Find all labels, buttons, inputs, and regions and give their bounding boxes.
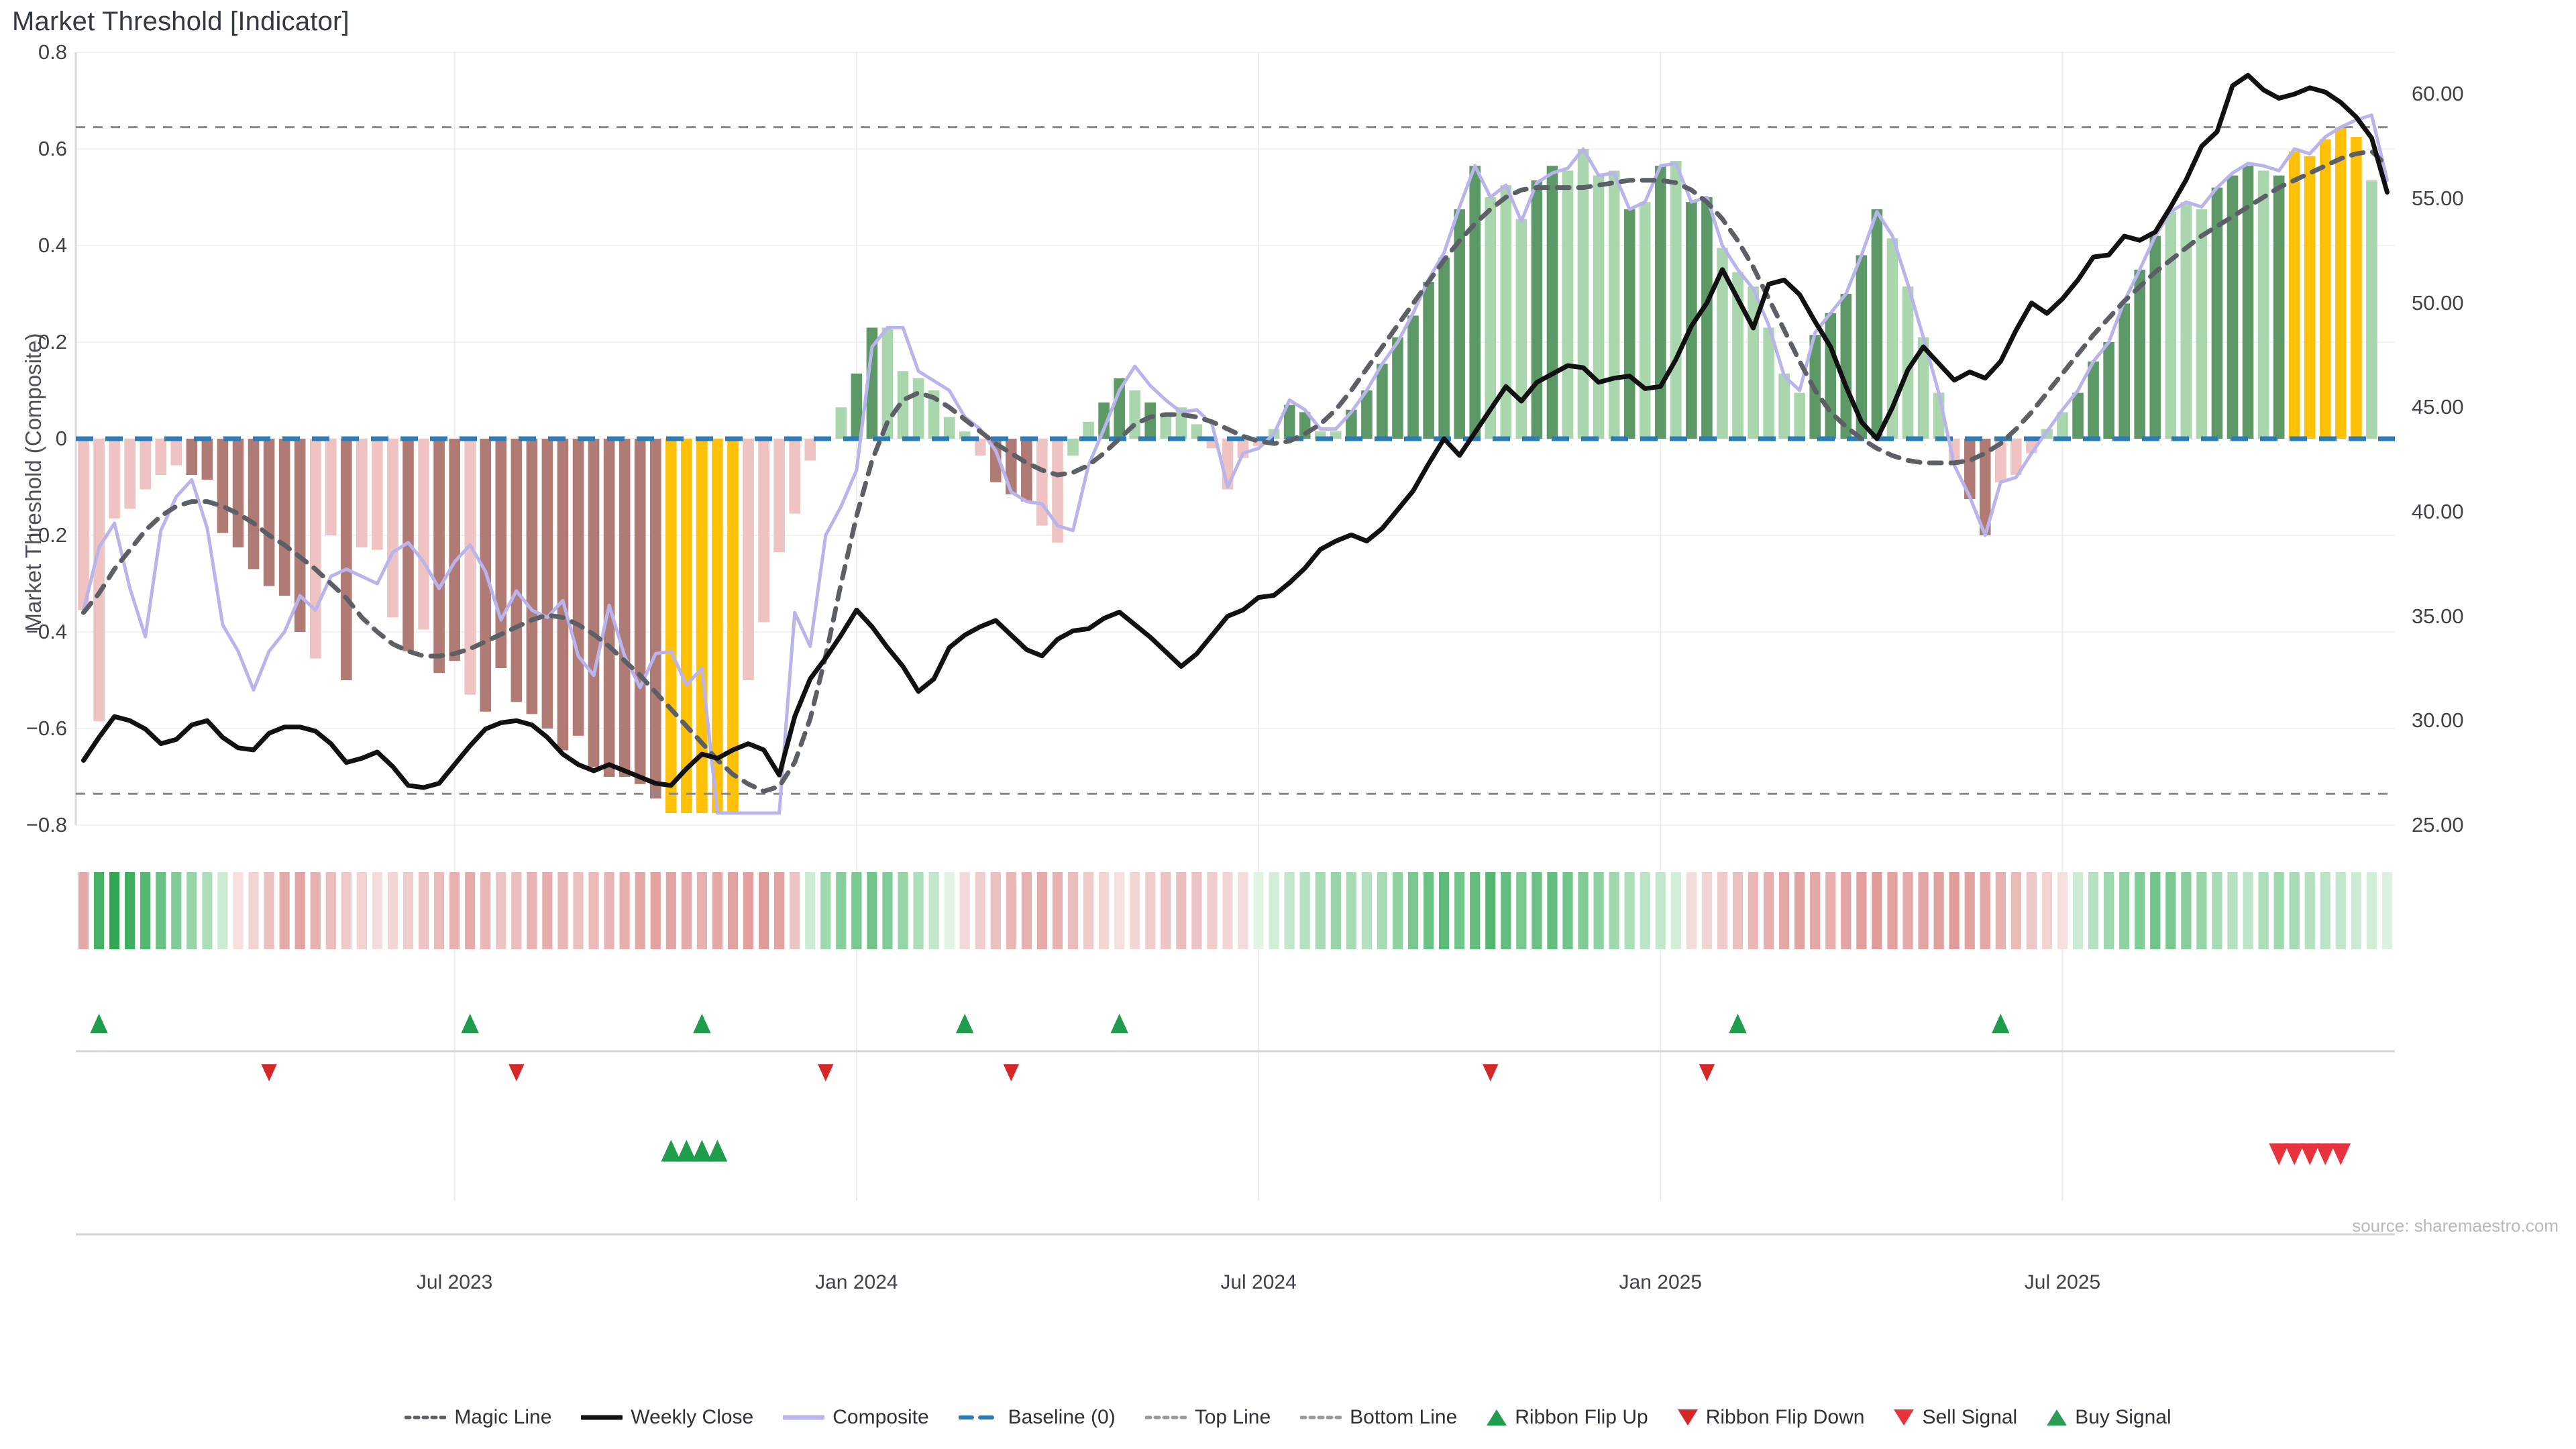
dotted-line-swatch xyxy=(405,1412,447,1423)
legend-label: Buy Signal xyxy=(2075,1406,2171,1428)
source-attribution: source: sharemaestro.com xyxy=(2352,1216,2559,1236)
legend-label: Ribbon Flip Up xyxy=(1515,1406,1648,1428)
x-axis-tick: Jan 2024 xyxy=(815,1271,898,1293)
legend-item[interactable]: Ribbon Flip Up xyxy=(1487,1406,1648,1429)
solid-line-swatch xyxy=(581,1412,623,1423)
solid-line-swatch xyxy=(783,1412,825,1423)
legend-item[interactable]: Composite xyxy=(783,1406,929,1429)
x-axis-tick: Jul 2025 xyxy=(2024,1271,2101,1293)
y-axis-tick-left: −0.8 xyxy=(25,813,67,837)
legend-label: Composite xyxy=(833,1406,929,1428)
legend-item[interactable]: Sell Signal xyxy=(1894,1406,2017,1429)
y-axis-tick-left: −0.4 xyxy=(25,620,67,643)
triangle-down-icon xyxy=(1677,1409,1698,1426)
y-axis-tick-left: 0.2 xyxy=(38,330,67,354)
legend-label: Sell Signal xyxy=(1922,1406,2018,1428)
legend-item[interactable]: Magic Line xyxy=(405,1406,551,1429)
y-axis-tick-right: 25.00 xyxy=(2412,813,2464,837)
legend-item[interactable]: Bottom Line xyxy=(1300,1406,1457,1429)
dashed-line-swatch xyxy=(958,1412,1000,1423)
page-title: Market Threshold [Indicator] xyxy=(12,7,350,36)
legend-label: Weekly Close xyxy=(631,1406,754,1428)
y-axis-tick-left: −0.6 xyxy=(25,716,67,740)
legend-label: Baseline (0) xyxy=(1008,1406,1116,1428)
dotted-line-swatch xyxy=(1144,1412,1187,1423)
y-axis-tick-left: 0.6 xyxy=(38,137,67,160)
triangle-down-icon xyxy=(1894,1409,1915,1426)
y-axis-tick-left: 0.4 xyxy=(38,233,67,257)
y-axis-tick-right: 30.00 xyxy=(2412,708,2464,733)
triangle-up-icon xyxy=(2047,1409,2068,1426)
dotted-line-swatch xyxy=(1300,1412,1342,1423)
y-axis-tick-right: 55.00 xyxy=(2412,186,2464,210)
chart-legend: Magic Line Weekly Close Composite Baseline … xyxy=(0,1406,2576,1429)
y-axis-tick-right: 40.00 xyxy=(2412,499,2464,523)
legend-item[interactable]: Ribbon Flip Down xyxy=(1677,1406,1865,1429)
y-axis-tick-right: 50.00 xyxy=(2412,290,2464,315)
triangle-up-icon xyxy=(1487,1409,1507,1426)
y-axis-tick-right: 45.00 xyxy=(2412,395,2464,419)
legend-label: Magic Line xyxy=(454,1406,552,1428)
legend-label: Ribbon Flip Down xyxy=(1705,1406,1865,1428)
legend-item[interactable]: Buy Signal xyxy=(2047,1406,2171,1429)
x-axis-tick: Jul 2024 xyxy=(1220,1271,1297,1293)
legend-label: Bottom Line xyxy=(1350,1406,1458,1428)
x-axis-tick: Jul 2023 xyxy=(416,1271,493,1293)
y-axis-tick-left: −0.2 xyxy=(25,523,67,547)
y-axis-tick-right: 35.00 xyxy=(2412,604,2464,628)
y-axis-tick-right: 60.00 xyxy=(2412,82,2464,106)
legend-label: Top Line xyxy=(1194,1406,1271,1428)
x-axis-tick: Jan 2025 xyxy=(1619,1271,1703,1293)
y-axis-tick-left: 0.8 xyxy=(38,40,67,64)
legend-item[interactable]: Top Line xyxy=(1144,1406,1271,1429)
legend-item[interactable]: Baseline (0) xyxy=(958,1406,1116,1429)
legend-item[interactable]: Weekly Close xyxy=(581,1406,753,1429)
y-axis-tick-left: 0 xyxy=(55,427,67,450)
